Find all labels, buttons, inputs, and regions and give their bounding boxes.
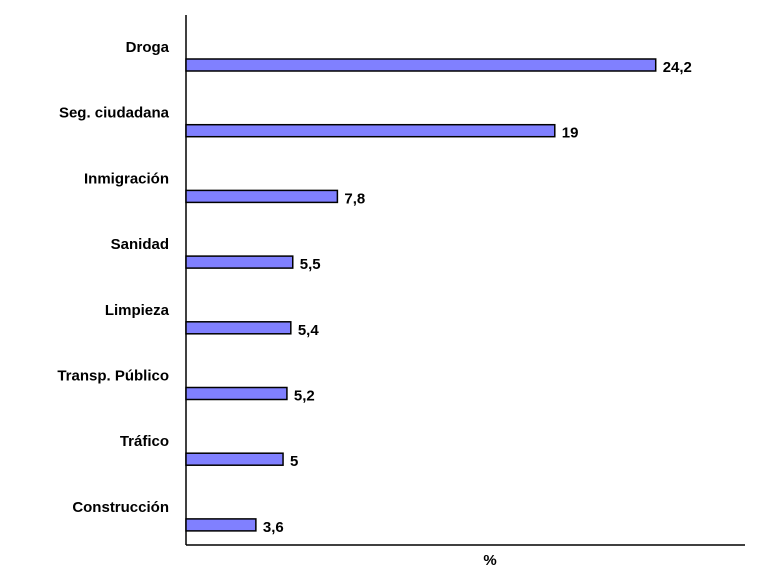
data-label: 5,2 [294, 387, 315, 404]
y-tick-label: Inmigración [84, 170, 169, 187]
bar [185, 123, 556, 138]
y-tick-label: Limpieza [105, 302, 170, 319]
data-label: 19 [562, 125, 579, 142]
bar [185, 386, 288, 401]
bar [185, 321, 292, 335]
data-label: 24,2 [663, 59, 692, 76]
y-tick-label: Construcción [72, 499, 169, 516]
data-label: 5,4 [298, 322, 320, 339]
bar [185, 255, 294, 269]
bar [185, 452, 284, 466]
y-tick-label: Transp. Público [57, 367, 169, 384]
data-label: 5 [290, 453, 298, 470]
y-tick-label: Sanidad [111, 236, 169, 253]
data-label: 5,5 [300, 256, 321, 273]
bar [185, 58, 657, 72]
data-label: 3,6 [263, 519, 284, 536]
y-tick-label: Tráfico [120, 433, 169, 450]
y-tick-label: Seg. ciudadana [59, 105, 170, 122]
bar [185, 518, 257, 532]
x-axis-label: % [483, 552, 496, 568]
data-label: 7,8 [344, 190, 365, 207]
bar [185, 189, 339, 204]
y-tick-label: Droga [126, 39, 170, 56]
